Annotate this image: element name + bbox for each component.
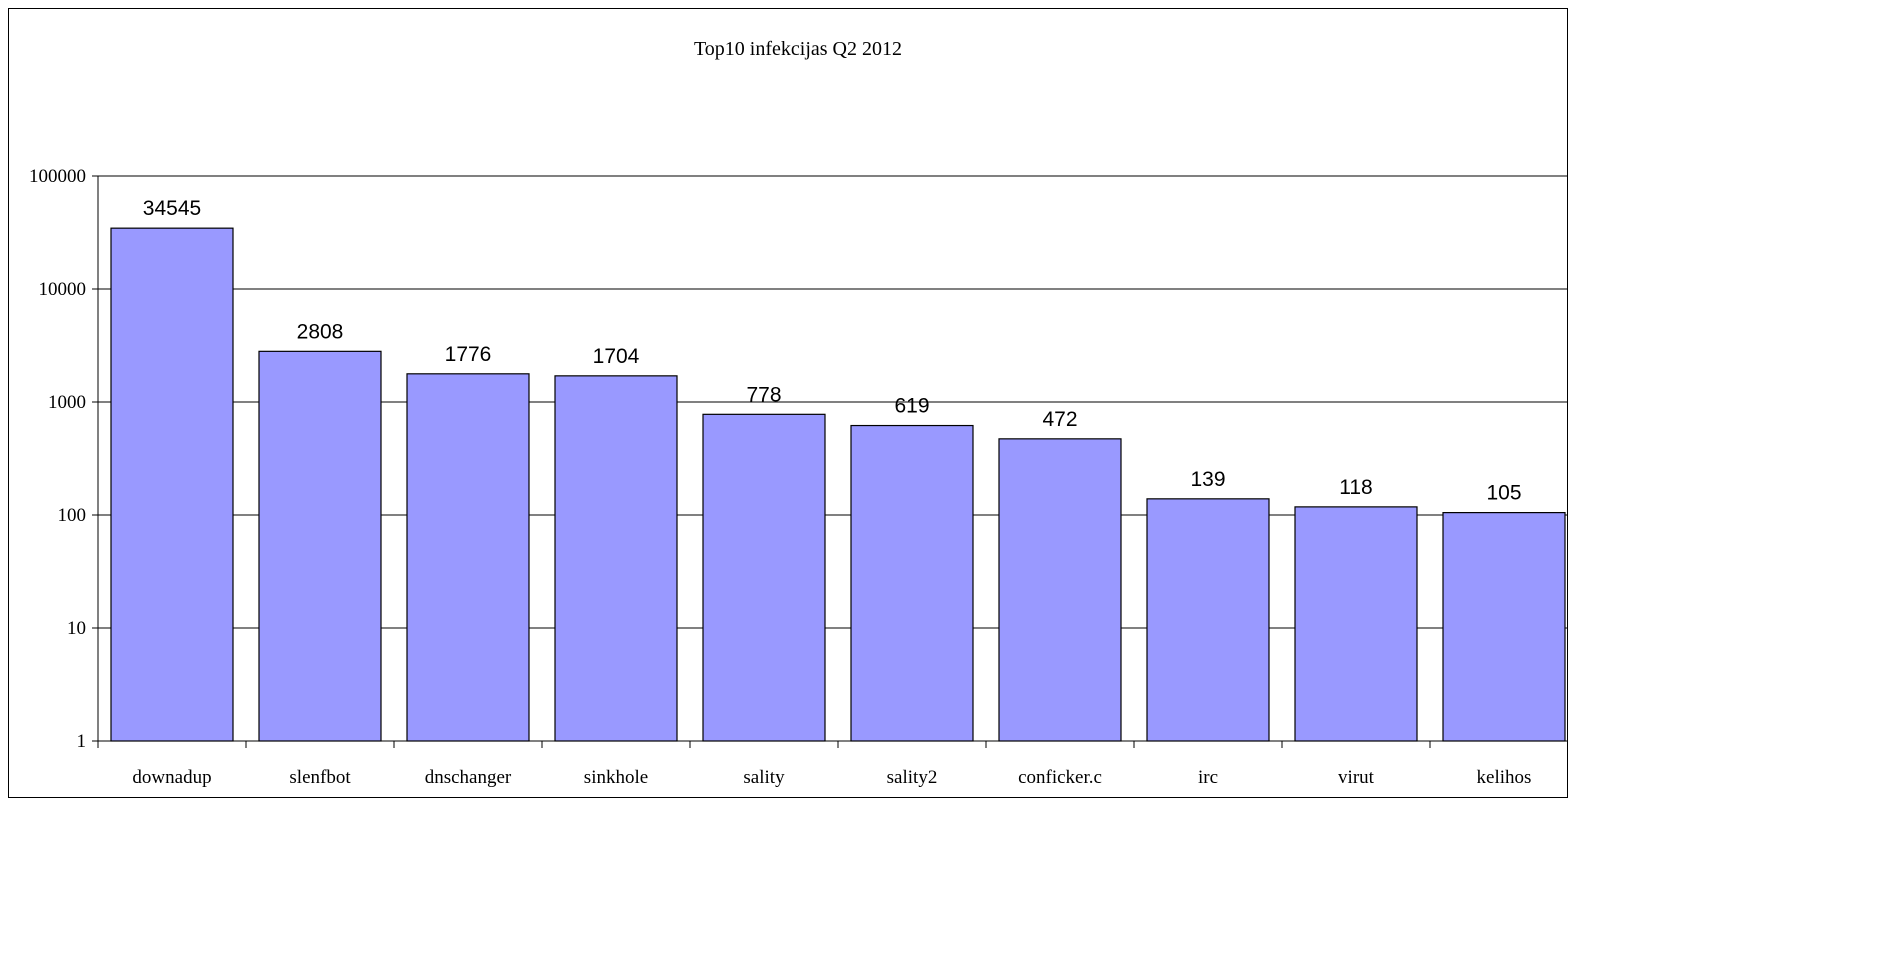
x-tick-label: sinkhole: [584, 767, 648, 788]
x-tick-label: slenfbot: [289, 767, 351, 788]
data-label: 1776: [445, 343, 492, 366]
bar-sinkhole: [554, 375, 678, 742]
bars: [110, 227, 1566, 742]
bar-sality2: [850, 424, 974, 742]
data-label: 619: [894, 395, 929, 418]
bar-sality: [702, 413, 826, 742]
data-label: 472: [1042, 408, 1077, 431]
labels: 1 10 100 1000 10000 100000 34545 downadup 2808 sl…: [29, 166, 1531, 788]
data-label: 778: [746, 383, 781, 406]
bar-kelihos: [1442, 512, 1566, 742]
x-tick-label: virut: [1338, 767, 1375, 788]
y-tick-label: 1000: [48, 392, 86, 413]
bar-virut: [1294, 506, 1418, 742]
y-tick-label: 1: [77, 731, 87, 752]
x-tick-label: sality: [743, 767, 785, 788]
x-tick-label: dnschanger: [425, 767, 512, 788]
y-tick-label: 10: [67, 618, 86, 639]
y-tick-label: 10000: [39, 279, 87, 300]
x-tick-label: sality2: [887, 767, 938, 788]
bar-conficker.c: [998, 438, 1122, 742]
axes: [92, 175, 1568, 748]
bar-slenfbot: [258, 350, 382, 742]
x-tick-label: irc: [1198, 767, 1218, 788]
chart-title: Top10 infekcijas Q2 2012: [693, 38, 902, 60]
y-tick-label: 100000: [29, 166, 86, 187]
data-label: 118: [1339, 476, 1372, 499]
x-tick-label: downadup: [132, 767, 211, 788]
x-tick-label: kelihos: [1477, 767, 1532, 788]
bar-downadup: [110, 227, 234, 742]
data-label: 2808: [297, 320, 344, 343]
data-label: 34545: [143, 197, 201, 220]
bar-irc: [1146, 498, 1270, 742]
data-label: 139: [1190, 468, 1225, 491]
y-tick-label: 100: [58, 505, 87, 526]
bar-dnschanger: [406, 373, 530, 742]
data-label: 1704: [593, 345, 640, 368]
x-tick-label: conficker.c: [1018, 767, 1102, 788]
data-label: 105: [1486, 482, 1521, 505]
